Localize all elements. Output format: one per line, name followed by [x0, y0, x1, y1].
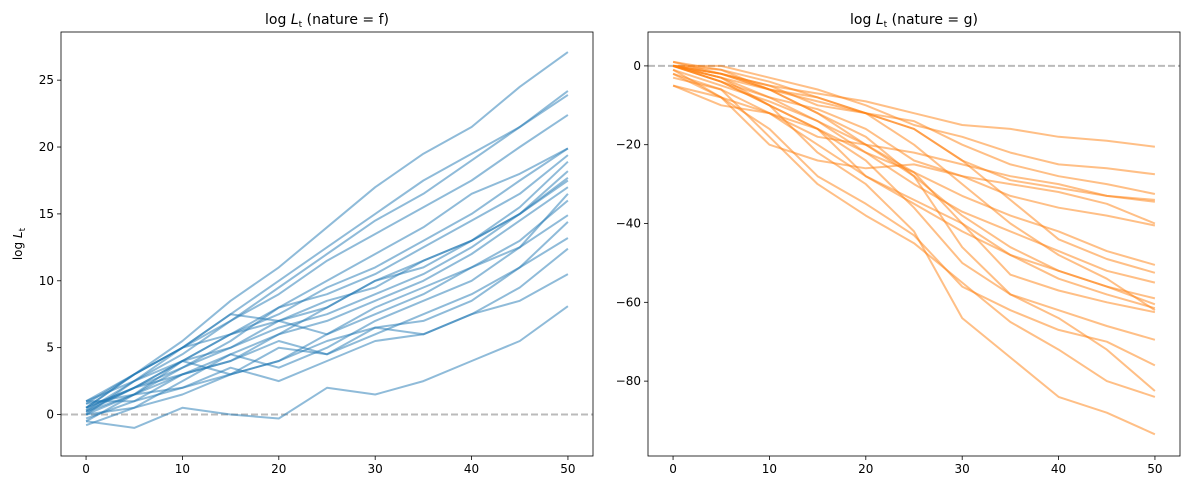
series-line-11: [86, 186, 569, 403]
series-line-10: [85, 179, 569, 416]
x-tick-label: 30: [955, 462, 970, 476]
series-line-20: [85, 193, 569, 416]
x-tick-label: 50: [1147, 462, 1162, 476]
label-subscript: t: [299, 20, 303, 30]
series-line-15: [672, 68, 1156, 367]
series-line-3: [672, 60, 1156, 195]
series-line-8: [672, 60, 1156, 274]
series-line-5: [85, 147, 569, 409]
x-tick-label: 40: [464, 462, 479, 476]
series-line-1: [85, 51, 569, 409]
series-line-9: [672, 64, 1156, 284]
label-prefix: log: [11, 238, 25, 260]
series-line-2: [673, 64, 1156, 176]
subplot-1: 0 10 20 30 40 50 0 5 10 15 20 25 log Lt (nature = f)…: [11, 12, 594, 476]
series-line-13: [672, 68, 1156, 314]
x-tick-label: 10: [175, 462, 190, 476]
label-variable: L: [876, 12, 884, 28]
series-line-2: [85, 90, 569, 412]
y-axis-label: log Lt: [11, 227, 28, 260]
series-line-19: [85, 177, 569, 403]
x-tick-label: 40: [1051, 462, 1066, 476]
series-line-6: [672, 64, 1156, 227]
x-tick-label: 50: [560, 462, 575, 476]
x-tick-label: 0: [669, 462, 677, 476]
x-tick-label: 30: [368, 462, 383, 476]
series-line-15: [85, 237, 569, 409]
axes-frame: [60, 31, 594, 457]
label-prefix: log: [850, 12, 876, 28]
series-line-16: [672, 64, 1156, 392]
x-tick-label: 20: [271, 462, 286, 476]
series-line-3: [85, 94, 569, 416]
subplot-2: 0 10 20 30 40 50 0 −20 −40 −60 −80 log Lt (nature =…: [616, 12, 1181, 476]
y-tick-label: 10: [39, 274, 54, 288]
y-tick-label: −80: [616, 374, 641, 388]
label-subscript: t: [884, 20, 888, 30]
label-suffix: (nature = f): [302, 12, 389, 28]
series-line-18: [672, 64, 1156, 436]
series-line-7: [85, 154, 569, 423]
series-line-9: [85, 170, 569, 412]
chart-title: log Lt (nature = g): [850, 12, 978, 30]
series-line-17: [672, 72, 1156, 398]
y-tick-label: 5: [46, 341, 54, 355]
chart-title: log Lt (nature = f): [265, 12, 389, 30]
series-line-20: [672, 64, 1156, 312]
series-line-11: [672, 76, 1156, 306]
series-line-5: [672, 72, 1156, 203]
label-subscript: t: [18, 227, 28, 231]
series-line-13: [85, 214, 569, 427]
x-tick-label: 20: [858, 462, 873, 476]
label-variable: L: [291, 12, 299, 28]
y-tick-label: 0: [633, 59, 641, 73]
y-tick-label: −60: [616, 295, 641, 309]
series-line-18: [85, 305, 569, 429]
y-tick-label: 15: [39, 207, 54, 221]
x-tick-label: 0: [82, 462, 90, 476]
y-tick-label: −40: [616, 217, 641, 231]
series-line-19: [672, 84, 1156, 225]
label-variable: L: [11, 231, 25, 238]
axes-frame: [647, 31, 1181, 457]
x-tick-label: 10: [762, 462, 777, 476]
y-tick-label: 25: [39, 73, 54, 87]
series-line-16: [85, 247, 569, 420]
y-tick-label: −20: [616, 138, 641, 152]
y-tick-label: 0: [46, 408, 54, 422]
y-tick-label: 20: [39, 140, 54, 154]
label-suffix: (nature = g): [887, 12, 978, 28]
label-prefix: log: [265, 12, 291, 28]
